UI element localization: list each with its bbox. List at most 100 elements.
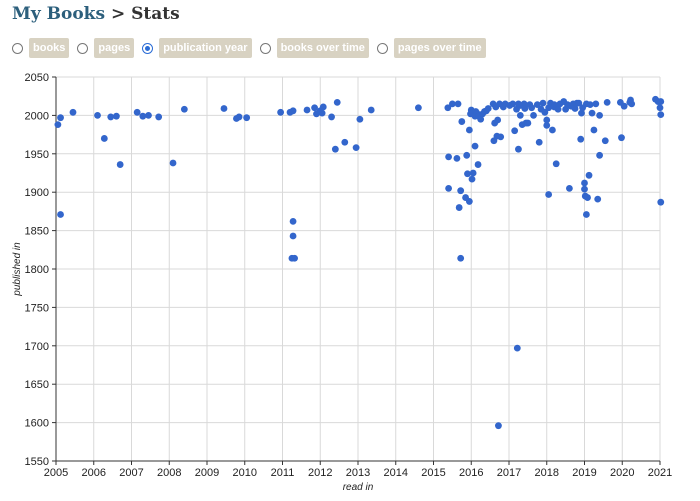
data-point[interactable]: [552, 160, 560, 168]
data-point[interactable]: [494, 116, 502, 124]
data-point[interactable]: [457, 187, 465, 195]
data-point[interactable]: [592, 100, 600, 108]
data-point[interactable]: [54, 121, 62, 129]
data-point[interactable]: [533, 101, 541, 109]
data-point[interactable]: [139, 112, 147, 120]
data-point[interactable]: [94, 112, 101, 119]
data-point[interactable]: [535, 138, 543, 146]
tab-pages[interactable]: pages: [77, 38, 135, 58]
tab-publication-year[interactable]: publication year: [142, 38, 252, 58]
data-point[interactable]: [530, 112, 537, 119]
data-point[interactable]: [577, 135, 585, 143]
data-point[interactable]: [107, 113, 115, 121]
data-point[interactable]: [477, 115, 485, 123]
data-point[interactable]: [628, 100, 636, 108]
data-point[interactable]: [581, 179, 588, 187]
data-point[interactable]: [220, 105, 228, 112]
data-point[interactable]: [511, 127, 519, 135]
data-point[interactable]: [352, 144, 360, 152]
data-point[interactable]: [57, 114, 64, 122]
data-point[interactable]: [133, 108, 141, 116]
data-point[interactable]: [528, 104, 536, 112]
data-point[interactable]: [465, 198, 473, 205]
data-point[interactable]: [554, 105, 562, 113]
data-point[interactable]: [620, 102, 628, 110]
data-point[interactable]: [463, 151, 471, 159]
data-point[interactable]: [541, 108, 549, 116]
data-point[interactable]: [495, 422, 502, 430]
data-point[interactable]: [590, 126, 598, 134]
data-point[interactable]: [515, 145, 522, 153]
data-point[interactable]: [509, 100, 517, 108]
data-point[interactable]: [445, 184, 452, 192]
my-books-link[interactable]: My Books: [12, 4, 106, 24]
data-point[interactable]: [543, 121, 551, 129]
data-point[interactable]: [584, 194, 591, 201]
data-point[interactable]: [367, 106, 375, 114]
data-point[interactable]: [566, 184, 573, 192]
data-point[interactable]: [328, 113, 335, 121]
data-point[interactable]: [596, 112, 603, 119]
data-point[interactable]: [319, 103, 327, 111]
data-point[interactable]: [513, 344, 521, 352]
data-point[interactable]: [581, 185, 588, 193]
data-point[interactable]: [468, 175, 476, 183]
data-point[interactable]: [545, 191, 553, 198]
tab-books-over-time[interactable]: books over time: [259, 38, 369, 58]
radio-pages[interactable]: [77, 42, 89, 54]
data-point[interactable]: [57, 211, 64, 218]
tab-books-label[interactable]: books: [29, 38, 70, 58]
data-point[interactable]: [457, 254, 465, 262]
data-point[interactable]: [331, 145, 339, 153]
data-point[interactable]: [578, 109, 585, 117]
data-point[interactable]: [303, 106, 311, 114]
data-point[interactable]: [571, 105, 579, 112]
data-point[interactable]: [356, 115, 364, 123]
data-point[interactable]: [453, 155, 461, 162]
radio-books[interactable]: [12, 42, 23, 54]
data-point[interactable]: [596, 151, 603, 159]
data-point[interactable]: [484, 105, 492, 112]
data-point[interactable]: [455, 204, 463, 211]
data-point[interactable]: [474, 161, 482, 168]
data-point[interactable]: [69, 108, 77, 116]
data-point[interactable]: [289, 232, 297, 240]
data-point[interactable]: [100, 135, 108, 142]
data-point[interactable]: [169, 159, 177, 167]
data-point[interactable]: [113, 112, 120, 120]
data-point[interactable]: [471, 142, 479, 150]
data-point[interactable]: [311, 104, 318, 112]
data-point[interactable]: [289, 107, 297, 115]
data-point[interactable]: [116, 161, 124, 168]
data-point[interactable]: [444, 104, 452, 112]
data-point[interactable]: [448, 100, 456, 108]
radio-books-over-time[interactable]: [259, 42, 271, 54]
data-point[interactable]: [291, 254, 298, 262]
data-point[interactable]: [543, 116, 551, 124]
data-point[interactable]: [521, 105, 529, 112]
tab-books[interactable]: books: [12, 38, 70, 58]
data-point[interactable]: [180, 105, 188, 113]
data-point[interactable]: [497, 133, 505, 141]
data-point[interactable]: [539, 99, 547, 107]
data-point[interactable]: [618, 134, 625, 142]
data-point[interactable]: [657, 98, 665, 105]
data-point[interactable]: [333, 98, 341, 106]
tab-pages-over-time[interactable]: pages over time: [376, 38, 486, 58]
data-point[interactable]: [318, 109, 326, 117]
data-point[interactable]: [465, 126, 473, 134]
data-point[interactable]: [415, 104, 422, 112]
data-point[interactable]: [243, 114, 251, 122]
data-point[interactable]: [454, 100, 462, 108]
data-point[interactable]: [603, 98, 611, 106]
data-point[interactable]: [601, 137, 609, 145]
data-point[interactable]: [575, 99, 583, 107]
data-point[interactable]: [586, 101, 594, 109]
tab-publication-year-label[interactable]: publication year: [159, 38, 252, 58]
data-point[interactable]: [458, 118, 466, 125]
data-point[interactable]: [277, 108, 285, 116]
data-point[interactable]: [594, 195, 602, 203]
data-point[interactable]: [657, 198, 665, 206]
data-point[interactable]: [549, 126, 556, 134]
data-point[interactable]: [588, 109, 596, 117]
